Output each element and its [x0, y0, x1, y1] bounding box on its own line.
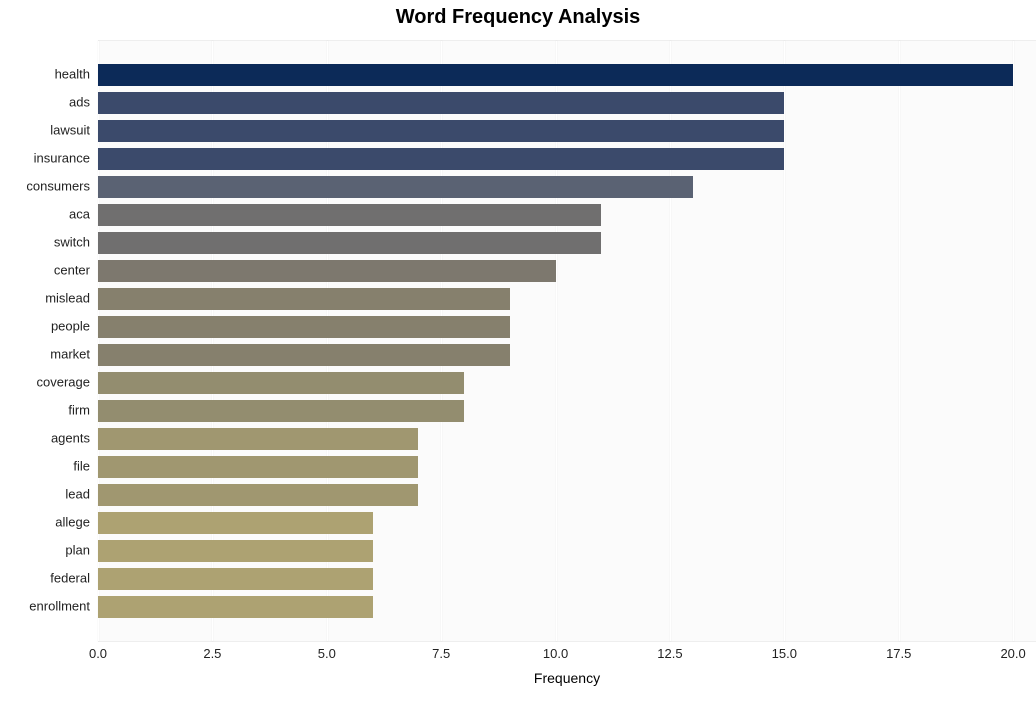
bar [98, 288, 510, 310]
bar [98, 400, 464, 422]
bar [98, 428, 418, 450]
x-tick-label: 15.0 [772, 646, 797, 661]
bar [98, 176, 693, 198]
plot-area [98, 40, 1036, 642]
bar [98, 232, 601, 254]
bar [98, 260, 556, 282]
x-tick-label: 10.0 [543, 646, 568, 661]
y-tick-label: agents [0, 431, 90, 446]
y-tick-label: mislead [0, 291, 90, 306]
y-tick-label: center [0, 263, 90, 278]
x-tick-label: 0.0 [89, 646, 107, 661]
y-tick-label: switch [0, 235, 90, 250]
bar [98, 316, 510, 338]
bar [98, 64, 1013, 86]
x-tick-label: 5.0 [318, 646, 336, 661]
y-tick-label: ads [0, 95, 90, 110]
y-tick-label: lawsuit [0, 123, 90, 138]
bar [98, 344, 510, 366]
bar [98, 204, 601, 226]
y-tick-label: health [0, 67, 90, 82]
y-tick-label: people [0, 319, 90, 334]
chart-container: Word Frequency Analysis health ads lawsuit… [0, 0, 1036, 701]
x-tick-label: 2.5 [203, 646, 221, 661]
gridline [1013, 41, 1014, 641]
bar [98, 540, 373, 562]
y-tick-label: federal [0, 571, 90, 586]
bar [98, 484, 418, 506]
y-tick-label: lead [0, 487, 90, 502]
y-tick-label: plan [0, 543, 90, 558]
y-tick-label: coverage [0, 375, 90, 390]
y-tick-label: market [0, 347, 90, 362]
y-tick-label: file [0, 459, 90, 474]
x-axis: 0.02.55.07.510.012.515.017.520.0 [98, 646, 1036, 666]
x-tick-label: 7.5 [432, 646, 450, 661]
gridline [899, 41, 900, 641]
y-tick-label: firm [0, 403, 90, 418]
bar [98, 568, 373, 590]
x-tick-label: 12.5 [657, 646, 682, 661]
bar [98, 456, 418, 478]
x-tick-label: 20.0 [1000, 646, 1025, 661]
bar [98, 120, 784, 142]
gridline [784, 41, 785, 641]
y-tick-label: consumers [0, 179, 90, 194]
x-axis-label: Frequency [98, 670, 1036, 686]
bar [98, 372, 464, 394]
bar [98, 148, 784, 170]
y-tick-label: insurance [0, 151, 90, 166]
bar [98, 512, 373, 534]
bar [98, 92, 784, 114]
y-tick-label: enrollment [0, 599, 90, 614]
bar [98, 596, 373, 618]
chart-title: Word Frequency Analysis [0, 6, 1036, 29]
y-tick-label: aca [0, 207, 90, 222]
y-tick-label: allege [0, 515, 90, 530]
x-tick-label: 17.5 [886, 646, 911, 661]
